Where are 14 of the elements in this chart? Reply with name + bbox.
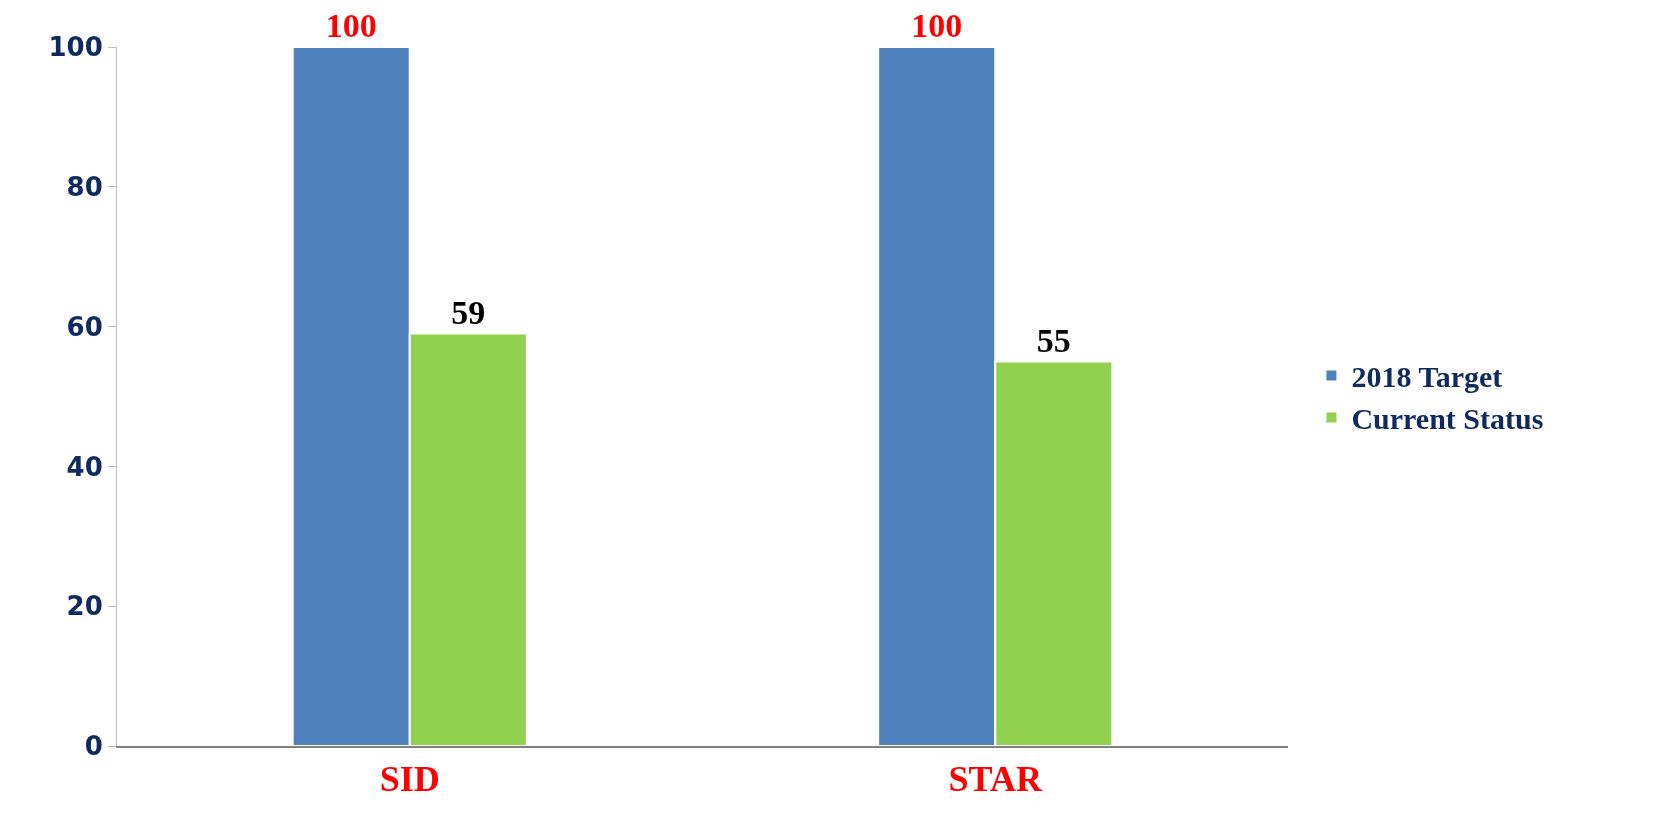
x-tick-label: STAR — [948, 759, 1043, 800]
legend-label: Current Status — [1351, 402, 1544, 436]
x-tick-label: SID — [379, 759, 440, 800]
legend-label: 2018 Target — [1351, 360, 1503, 394]
y-tick-label: 100 — [48, 32, 103, 63]
y-tick-label: 20 — [66, 591, 103, 622]
data-label: 59 — [451, 293, 486, 331]
y-tick-label: 40 — [66, 451, 103, 482]
y-tick-label: 0 — [84, 731, 103, 762]
data-label: 100 — [325, 7, 377, 44]
y-tick-label: 60 — [66, 311, 103, 342]
data-label: 55 — [1036, 321, 1071, 359]
data-label: 100 — [911, 7, 963, 44]
y-tick-label: 80 — [66, 171, 103, 202]
